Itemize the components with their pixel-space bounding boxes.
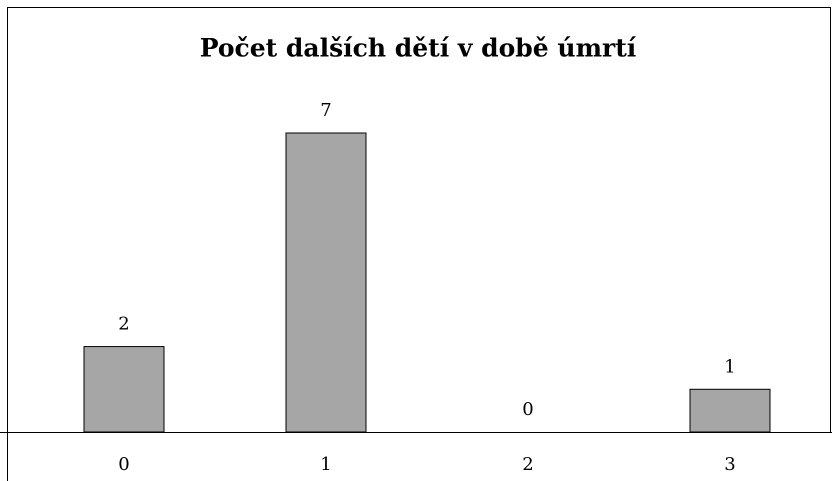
data-label: 1 bbox=[724, 356, 735, 377]
bar bbox=[285, 132, 367, 433]
x-tick-label: 1 bbox=[320, 454, 331, 475]
x-tick-label: 3 bbox=[724, 454, 735, 475]
chart-title: Počet dalších dětí v době úmrtí bbox=[200, 34, 637, 63]
bar bbox=[689, 388, 771, 433]
data-label: 2 bbox=[118, 314, 129, 335]
bar bbox=[83, 346, 165, 433]
data-label: 7 bbox=[320, 100, 331, 121]
x-tick-label: 2 bbox=[522, 454, 533, 475]
data-label: 0 bbox=[522, 399, 533, 420]
x-tick-label: 0 bbox=[118, 454, 129, 475]
